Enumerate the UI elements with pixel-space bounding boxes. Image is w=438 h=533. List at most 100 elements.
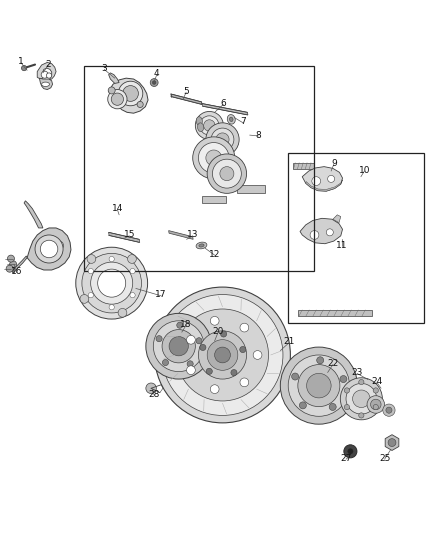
Text: 22: 22 — [327, 359, 339, 368]
Circle shape — [221, 331, 227, 337]
Circle shape — [200, 116, 219, 135]
Text: 1: 1 — [18, 57, 24, 66]
Circle shape — [108, 90, 127, 109]
Circle shape — [253, 351, 262, 359]
Text: 13: 13 — [187, 230, 198, 239]
Bar — [202, 196, 226, 203]
Polygon shape — [12, 256, 27, 273]
Circle shape — [130, 269, 135, 274]
Ellipse shape — [42, 82, 49, 86]
Circle shape — [215, 347, 230, 363]
Circle shape — [344, 445, 357, 458]
Circle shape — [156, 336, 162, 342]
Circle shape — [359, 379, 364, 385]
Circle shape — [6, 265, 13, 272]
Polygon shape — [39, 78, 53, 90]
Polygon shape — [300, 219, 343, 244]
Circle shape — [137, 101, 143, 108]
Circle shape — [40, 240, 58, 258]
Circle shape — [109, 304, 114, 310]
Ellipse shape — [230, 117, 233, 122]
Circle shape — [292, 373, 299, 380]
Text: 7: 7 — [240, 117, 246, 126]
Text: 21: 21 — [283, 337, 295, 346]
Circle shape — [76, 247, 148, 319]
Circle shape — [118, 309, 127, 317]
Circle shape — [169, 336, 188, 356]
Circle shape — [207, 340, 238, 370]
Circle shape — [127, 255, 136, 263]
Circle shape — [41, 71, 48, 78]
Circle shape — [88, 269, 93, 274]
Circle shape — [193, 137, 235, 179]
Circle shape — [111, 93, 124, 106]
Circle shape — [187, 361, 193, 367]
Circle shape — [87, 255, 96, 263]
Text: 5: 5 — [183, 87, 189, 96]
Text: 17: 17 — [155, 290, 167, 300]
Ellipse shape — [198, 123, 204, 132]
Polygon shape — [109, 73, 119, 84]
Circle shape — [146, 313, 212, 379]
Circle shape — [206, 123, 239, 156]
Circle shape — [317, 357, 324, 364]
Circle shape — [118, 81, 143, 106]
Circle shape — [162, 295, 283, 415]
Circle shape — [288, 355, 350, 416]
Circle shape — [21, 66, 27, 71]
Circle shape — [152, 81, 156, 84]
Text: 8: 8 — [255, 131, 261, 140]
Circle shape — [44, 247, 53, 255]
Circle shape — [46, 73, 52, 78]
Circle shape — [55, 241, 64, 250]
Circle shape — [198, 142, 229, 173]
Polygon shape — [109, 232, 140, 243]
Circle shape — [196, 338, 202, 344]
Polygon shape — [169, 231, 193, 239]
Text: 24: 24 — [371, 377, 382, 386]
Circle shape — [216, 133, 229, 146]
Circle shape — [373, 388, 378, 393]
Polygon shape — [202, 103, 248, 115]
Text: 28: 28 — [148, 390, 160, 399]
Polygon shape — [306, 180, 343, 191]
Circle shape — [212, 159, 241, 188]
Circle shape — [344, 388, 350, 393]
Polygon shape — [302, 167, 343, 191]
Text: 9: 9 — [331, 159, 337, 168]
Circle shape — [204, 120, 215, 131]
Ellipse shape — [199, 244, 204, 247]
Circle shape — [307, 374, 331, 398]
Circle shape — [210, 385, 219, 393]
Circle shape — [52, 251, 60, 260]
Circle shape — [187, 366, 195, 375]
Circle shape — [146, 383, 156, 393]
Circle shape — [367, 395, 385, 413]
Text: 18: 18 — [180, 320, 192, 329]
Circle shape — [198, 331, 247, 379]
Circle shape — [340, 376, 347, 383]
Circle shape — [98, 269, 126, 297]
Circle shape — [162, 329, 195, 363]
Circle shape — [10, 261, 17, 268]
Circle shape — [299, 402, 306, 409]
Text: 27: 27 — [340, 454, 352, 463]
Bar — [298, 310, 372, 317]
Circle shape — [162, 359, 169, 366]
Circle shape — [312, 177, 321, 185]
Circle shape — [280, 347, 357, 424]
Text: 16: 16 — [11, 267, 22, 276]
Circle shape — [298, 365, 340, 407]
Circle shape — [109, 256, 114, 262]
Circle shape — [353, 390, 370, 408]
Text: 23: 23 — [351, 368, 363, 377]
Circle shape — [240, 378, 249, 387]
Text: 10: 10 — [359, 166, 370, 175]
Circle shape — [388, 439, 396, 447]
Circle shape — [383, 404, 395, 416]
Text: 15: 15 — [124, 230, 135, 239]
Text: 14: 14 — [112, 204, 123, 213]
Ellipse shape — [196, 117, 202, 125]
Bar — [293, 163, 314, 169]
Polygon shape — [171, 94, 202, 104]
